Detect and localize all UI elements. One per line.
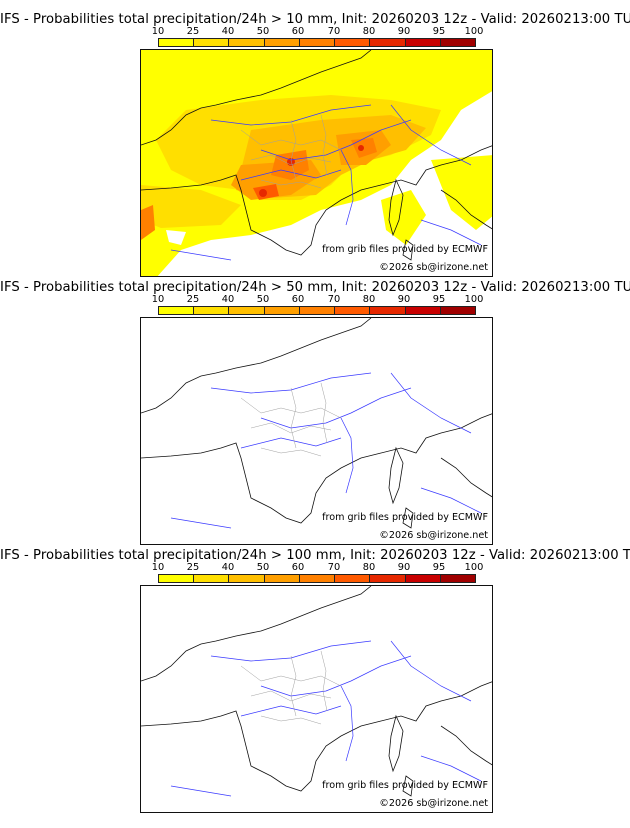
source-credit: from grib files provided by ECMWF bbox=[322, 244, 488, 255]
coastline bbox=[141, 50, 492, 261]
colorbar-swatch bbox=[405, 575, 441, 582]
colorbar-tick: 100 bbox=[464, 26, 484, 37]
colorbar-tick: 10 bbox=[151, 562, 165, 573]
colorbar-swatch bbox=[264, 575, 300, 582]
map-canvas bbox=[141, 586, 492, 797]
colorbar-tick: 70 bbox=[327, 562, 341, 573]
colorbar-tick: 40 bbox=[221, 26, 235, 37]
colorbar-tick: 95 bbox=[432, 26, 446, 37]
colorbar-tick: 25 bbox=[186, 26, 200, 37]
colorbar-tick: 40 bbox=[221, 294, 235, 305]
colorbar-swatch bbox=[370, 39, 406, 46]
colorbar-swatch bbox=[299, 39, 336, 46]
colorbar-swatch bbox=[159, 307, 195, 314]
colorbar-swatch bbox=[264, 39, 300, 46]
colorbar-tick: 25 bbox=[186, 294, 200, 305]
forecast-panel-10mm: IFS - Probabilities total precipitation/… bbox=[0, 0, 630, 277]
copyright-credit: ©2026 sb@irizone.net bbox=[379, 530, 488, 541]
colorbar bbox=[158, 574, 476, 583]
map-canvas bbox=[141, 318, 492, 529]
colorbar-swatch bbox=[229, 307, 265, 314]
colorbar-tick: 50 bbox=[256, 294, 270, 305]
colorbar bbox=[158, 306, 476, 315]
colorbar-tick: 70 bbox=[327, 26, 341, 37]
colorbar-swatch bbox=[229, 39, 265, 46]
colorbar-tick: 40 bbox=[221, 562, 235, 573]
copyright-credit: ©2026 sb@irizone.net bbox=[379, 262, 488, 273]
colorbar-tick: 80 bbox=[362, 562, 376, 573]
colorbar-swatch bbox=[370, 307, 406, 314]
colorbar-swatch bbox=[405, 39, 441, 46]
colorbar-ticks: 10 25 40 50 60 70 80 90 95 100 bbox=[148, 26, 504, 38]
rivers bbox=[170, 640, 482, 797]
source-credit: from grib files provided by ECMWF bbox=[322, 512, 488, 523]
colorbar-tick: 60 bbox=[291, 26, 305, 37]
colorbar-tick: 60 bbox=[291, 562, 305, 573]
colorbar-tick: 90 bbox=[397, 562, 411, 573]
colorbar-swatch bbox=[335, 575, 371, 582]
colorbar-tick: 60 bbox=[291, 294, 305, 305]
colorbar-swatch bbox=[264, 307, 300, 314]
colorbar-tick: 90 bbox=[397, 294, 411, 305]
colorbar-swatch bbox=[159, 39, 195, 46]
panel-title: IFS - Probabilities total precipitation/… bbox=[0, 12, 630, 27]
colorbar-swatch bbox=[159, 575, 195, 582]
coastline bbox=[141, 318, 492, 529]
colorbar-tick: 95 bbox=[432, 562, 446, 573]
copyright-credit: ©2026 sb@irizone.net bbox=[379, 798, 488, 809]
colorbar-tick: 100 bbox=[464, 294, 484, 305]
colorbar-swatch bbox=[335, 39, 371, 46]
colorbar-swatch bbox=[370, 575, 406, 582]
map-canvas bbox=[141, 50, 492, 276]
colorbar-swatch bbox=[440, 575, 475, 582]
colorbar-tick: 25 bbox=[186, 562, 200, 573]
colorbar bbox=[158, 38, 476, 47]
colorbar-swatch bbox=[194, 575, 230, 582]
colorbar-swatch bbox=[335, 307, 371, 314]
forecast-panel-50mm: IFS - Probabilities total precipitation/… bbox=[0, 268, 630, 545]
colorbar-tick: 50 bbox=[256, 26, 270, 37]
panel-title: IFS - Probabilities total precipitation/… bbox=[0, 548, 630, 563]
colorbar-tick: 80 bbox=[362, 26, 376, 37]
admin-borders bbox=[240, 114, 342, 189]
colorbar-swatch bbox=[440, 307, 475, 314]
colorbar-tick: 50 bbox=[256, 562, 270, 573]
colorbar-tick: 90 bbox=[397, 26, 411, 37]
colorbar-tick: 80 bbox=[362, 294, 376, 305]
colorbar-tick: 10 bbox=[151, 294, 165, 305]
rivers bbox=[170, 104, 482, 261]
colorbar-tick: 70 bbox=[327, 294, 341, 305]
rivers bbox=[170, 372, 482, 529]
colorbar-swatch bbox=[299, 575, 336, 582]
colorbar-ticks: 10 25 40 50 60 70 80 90 95 100 bbox=[148, 294, 504, 306]
coastline bbox=[141, 586, 492, 797]
probability-map: from grib files provided by ECMWF ©2026 … bbox=[140, 317, 493, 545]
probability-map: from grib files provided by ECMWF ©2026 … bbox=[140, 49, 493, 277]
colorbar-tick: 100 bbox=[464, 562, 484, 573]
colorbar-tick: 10 bbox=[151, 26, 165, 37]
probability-map: from grib files provided by ECMWF ©2026 … bbox=[140, 585, 493, 813]
colorbar-swatch bbox=[229, 575, 265, 582]
admin-borders bbox=[240, 382, 342, 457]
colorbar-swatch bbox=[299, 307, 336, 314]
colorbar-swatch bbox=[194, 39, 230, 46]
colorbar-ticks: 10 25 40 50 60 70 80 90 95 100 bbox=[148, 562, 504, 574]
colorbar-swatch bbox=[194, 307, 230, 314]
source-credit: from grib files provided by ECMWF bbox=[322, 780, 488, 791]
precip-shading bbox=[141, 50, 492, 276]
forecast-panel-100mm: IFS - Probabilities total precipitation/… bbox=[0, 536, 630, 813]
admin-borders bbox=[240, 650, 342, 725]
colorbar-swatch bbox=[405, 307, 441, 314]
panel-title: IFS - Probabilities total precipitation/… bbox=[0, 280, 630, 295]
colorbar-tick: 95 bbox=[432, 294, 446, 305]
colorbar-swatch bbox=[440, 39, 475, 46]
